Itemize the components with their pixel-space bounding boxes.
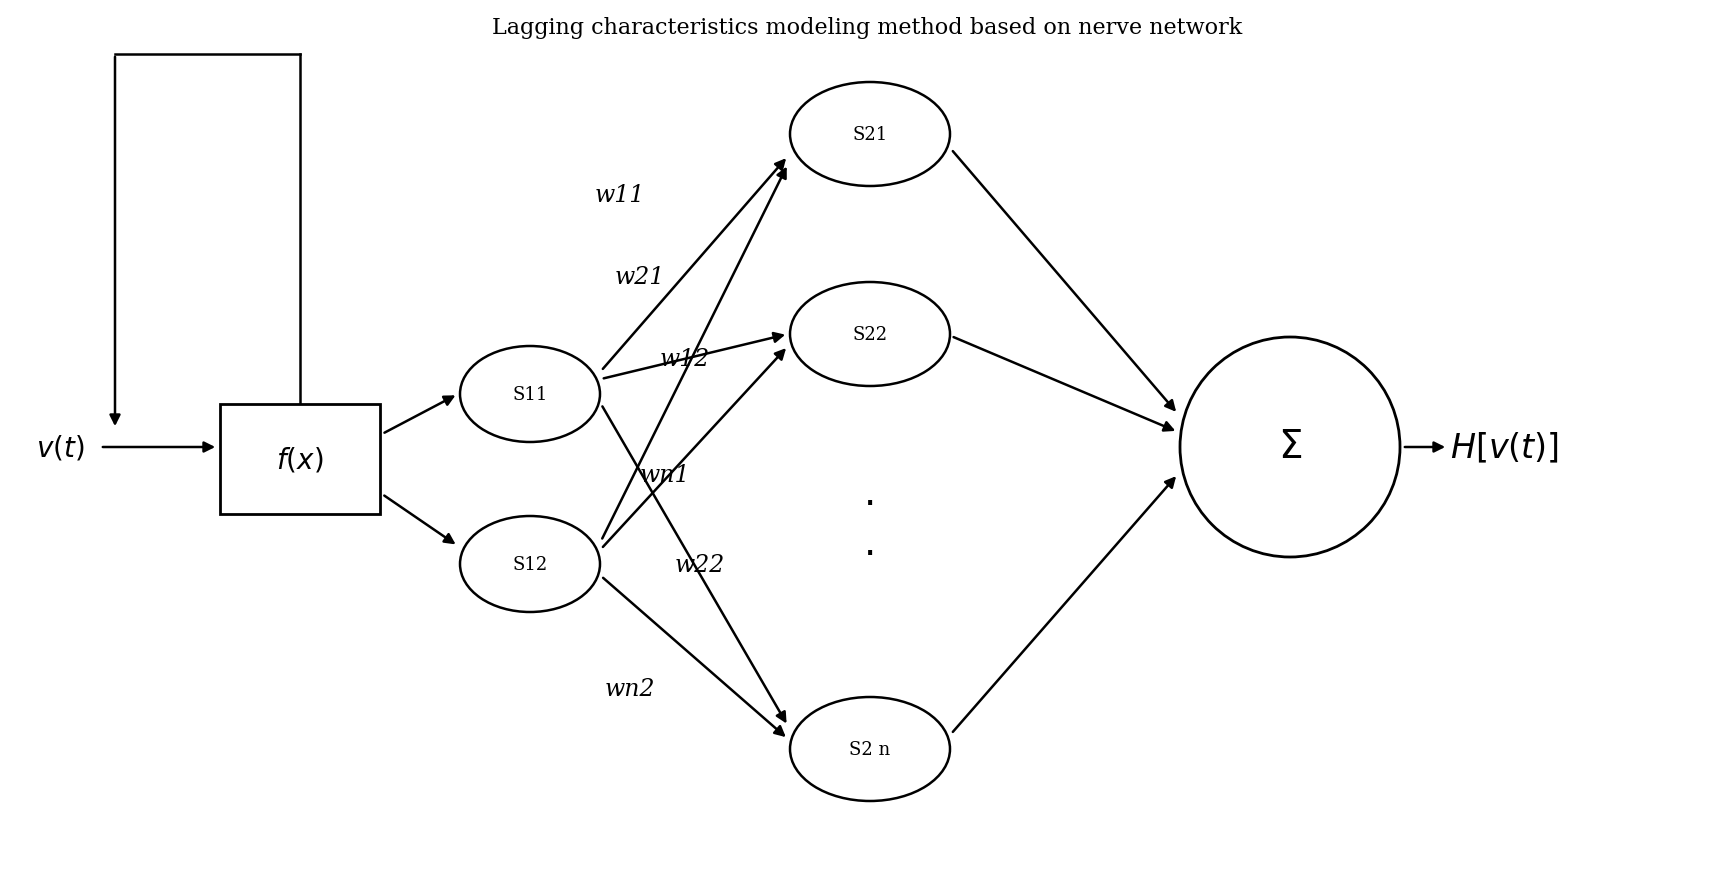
Text: $v(t)$: $v(t)$ [36,433,85,462]
Text: w22: w22 [675,552,725,576]
Ellipse shape [791,283,950,386]
Text: S11: S11 [512,385,548,403]
Text: $\Sigma$: $\Sigma$ [1278,429,1302,466]
Text: $f(x)$: $f(x)$ [276,445,324,474]
Ellipse shape [460,347,600,443]
Text: wn1: wn1 [640,463,690,486]
Text: w21: w21 [616,266,666,288]
Text: w11: w11 [595,183,645,207]
Ellipse shape [791,697,950,801]
Text: wn2: wn2 [605,678,655,701]
Text: S2 n: S2 n [850,740,891,758]
Text: $H[v(t)]$: $H[v(t)]$ [1450,430,1559,465]
Text: ·: · [864,485,876,523]
Text: ·: · [864,536,876,573]
Text: w12: w12 [661,348,711,371]
Text: S22: S22 [853,325,888,343]
Ellipse shape [460,517,600,612]
Ellipse shape [791,83,950,187]
Text: Lagging characteristics modeling method based on nerve network: Lagging characteristics modeling method … [492,17,1242,39]
Text: S12: S12 [512,555,548,573]
FancyBboxPatch shape [220,405,380,514]
Text: S21: S21 [853,126,888,144]
Ellipse shape [1181,338,1399,557]
